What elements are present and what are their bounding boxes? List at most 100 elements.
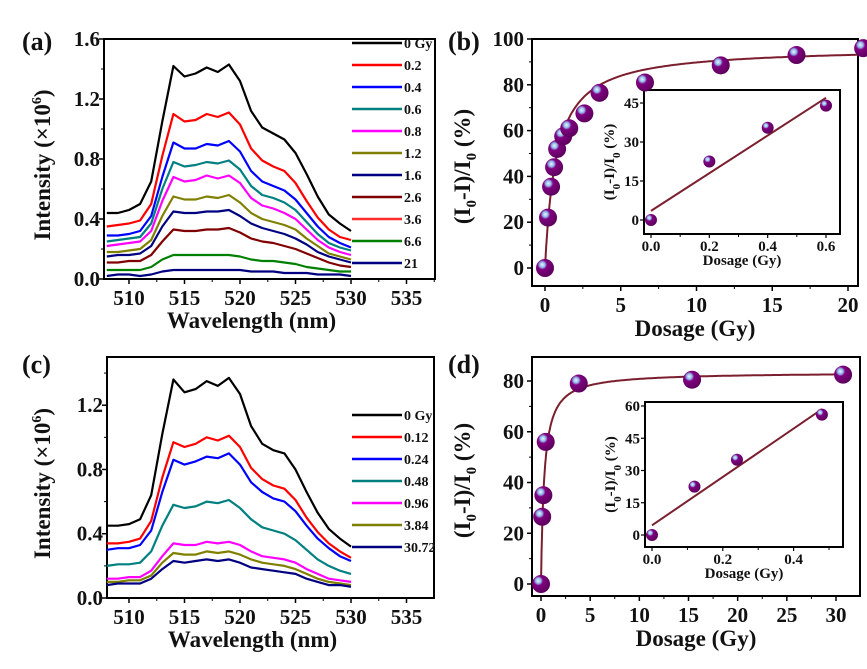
data-point [854, 39, 867, 58]
x-tick-label: 0 [540, 293, 551, 317]
inset-x-axis-label: Dosage (Gy) [703, 253, 782, 269]
y-tick-label: 100 [493, 27, 525, 51]
y-tick-label: 20 [503, 521, 524, 545]
y-tick-label: 1.6 [74, 27, 100, 51]
inset-data-point [703, 155, 716, 168]
y-tick-label: 60 [503, 420, 524, 444]
inset-data-point [761, 121, 774, 134]
x-tick-label: 30 [826, 603, 847, 627]
y-axis-label-sup: 6 [30, 97, 45, 104]
y-tick-label: 1.2 [77, 393, 103, 417]
x-tick-label: 535 [391, 286, 423, 310]
y-label-part: (%) [450, 109, 475, 153]
y-tick-label: 60 [503, 119, 524, 143]
y-axis-label-main: Intensity (×10 [30, 104, 55, 240]
y-axis-label-group: Intensity (×106) [30, 89, 55, 240]
x-tick-label: 510 [113, 605, 145, 629]
legend-label: 21 [404, 257, 418, 272]
series-line-0.24 [106, 452, 352, 563]
x-tick-label: 530 [335, 286, 367, 310]
y-tick-label: 0.4 [74, 207, 101, 231]
y-label-sub: 0 [464, 200, 480, 208]
data-point [539, 208, 558, 227]
x-tick-label: 5 [585, 603, 596, 627]
legend-label: 0.8 [404, 125, 422, 140]
panel-label: (b) [448, 27, 480, 56]
y-tick-label: 0 [514, 256, 525, 280]
series-line-3.84 [106, 550, 352, 587]
inset-x-tick-label: 0.6 [817, 239, 836, 255]
panel-label: (a) [22, 27, 52, 56]
y-label-sub: 0 [611, 183, 623, 189]
y-label-part: (I [450, 522, 475, 539]
legend-label: 0.12 [404, 431, 429, 446]
inset-y-tick-label: 0 [632, 213, 640, 229]
inset-frame [644, 401, 844, 548]
panel-label: (d) [448, 350, 480, 379]
y-label-sub: 0 [464, 514, 480, 522]
data-point [834, 365, 853, 384]
data-point [532, 575, 550, 593]
y-label-sub: 0 [612, 496, 624, 502]
y-label-part: -I)/I [450, 474, 475, 514]
y-axis-label: (I0-I)/I0 (%) [603, 436, 624, 512]
legend-label: 6.6 [404, 235, 422, 250]
inset-frame [643, 89, 841, 235]
y-label-part: (%) [602, 124, 618, 153]
legend-label: 0.4 [404, 81, 422, 96]
y-label-part: (%) [450, 423, 475, 467]
data-point [569, 374, 588, 393]
y-label-part: (%) [603, 436, 619, 465]
inset-data-point [815, 408, 828, 421]
data-point [560, 119, 579, 138]
x-tick-label: 10 [686, 293, 707, 317]
y-tick-label: 1.2 [74, 87, 100, 111]
y-tick-label: 0.0 [74, 267, 100, 291]
y-tick-label: 20 [503, 210, 524, 234]
x-tick-label: 525 [280, 286, 312, 310]
x-tick-label: 510 [113, 286, 145, 310]
inset-fit-line [651, 408, 823, 527]
legend-label: 0 Gy [404, 409, 432, 424]
legend-label: 0.2 [404, 59, 422, 74]
inset-x-tick-label: 0.4 [784, 552, 803, 568]
y-axis-label: (I0-I)/I0 (%) [450, 423, 480, 538]
legend-label: 30.72 [404, 541, 436, 556]
inset-y-tick-label: 60 [625, 399, 640, 415]
y-tick-label: 80 [503, 369, 524, 393]
y-tick-label: 40 [503, 471, 524, 495]
series-line-0.48 [106, 498, 352, 575]
x-tick-label: 15 [762, 293, 783, 317]
inset-y-tick-label: 45 [624, 96, 639, 112]
x-tick-label: 25 [776, 603, 797, 627]
series-line-30.72 [106, 558, 352, 588]
inset-y-tick-label: 30 [624, 135, 639, 151]
series-line-0-Gy [106, 63, 352, 232]
x-tick-label: 530 [335, 605, 367, 629]
data-point [536, 432, 555, 451]
series-line-1.6 [106, 208, 352, 264]
inset-x-tick-label: 0.0 [642, 239, 661, 255]
inset-fit-line [650, 96, 827, 212]
inset-y-tick-label: 0 [633, 528, 641, 544]
x-axis-label: Dosage (Gy) [636, 626, 757, 651]
data-point [545, 158, 564, 177]
x-tick-label: 515 [169, 605, 201, 629]
data-point [534, 486, 553, 505]
x-tick-label: 520 [224, 286, 256, 310]
y-axis-label-group: (I0-I)/I0 (%) [450, 423, 480, 538]
series-line-1.2 [106, 193, 352, 261]
x-axis-label: Wavelength (nm) [168, 627, 337, 652]
x-tick-label: 515 [169, 286, 201, 310]
series-line-0.12 [106, 434, 352, 559]
y-tick-label: 40 [503, 164, 524, 188]
y-label-part: -I)/I [450, 160, 475, 200]
y-tick-label: 0.8 [74, 147, 100, 171]
x-tick-label: 20 [838, 293, 859, 317]
series-line-0.96 [106, 540, 352, 583]
x-axis-label: Dosage (Gy) [635, 316, 756, 341]
y-label-part: (I [450, 208, 475, 225]
data-point [683, 370, 702, 389]
data-point [711, 56, 730, 75]
